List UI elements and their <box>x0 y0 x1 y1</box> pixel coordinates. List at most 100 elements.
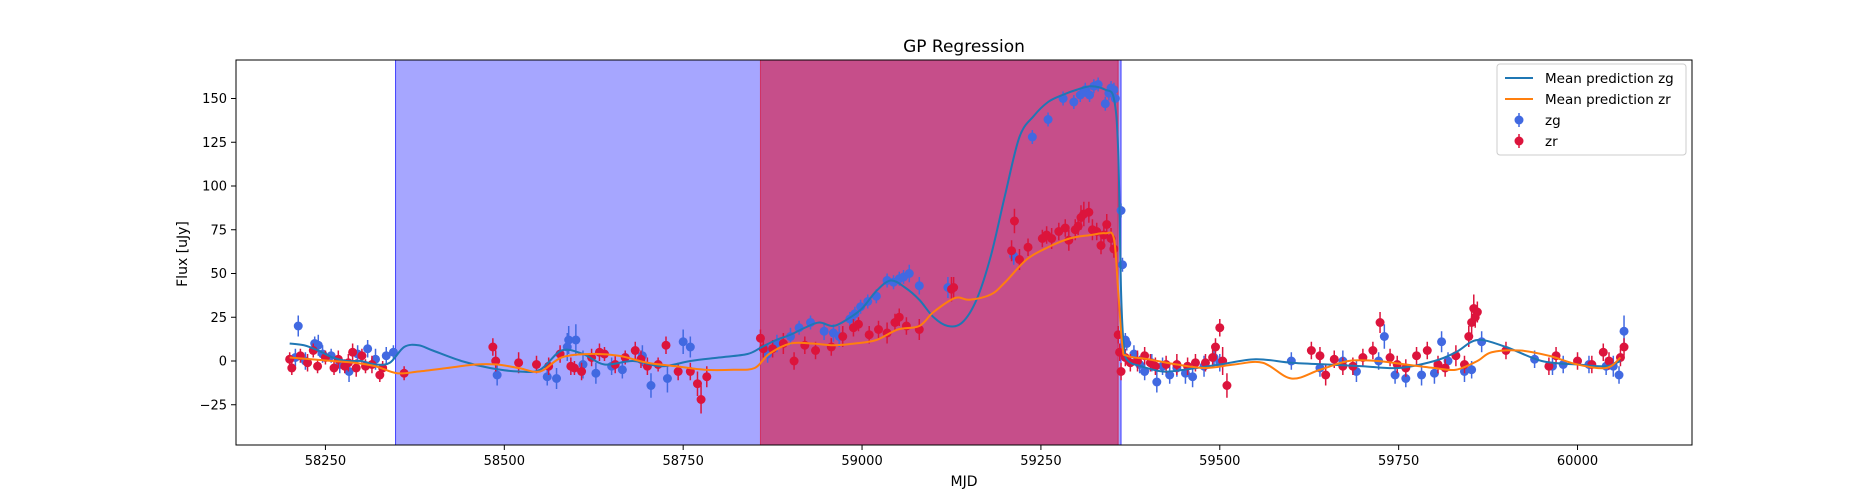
point-zg <box>819 326 829 336</box>
point-zr <box>1329 354 1339 364</box>
point-zg <box>1188 372 1198 382</box>
point-zg <box>293 321 303 331</box>
x-tick-label: 59250 <box>1020 454 1061 469</box>
point-zr <box>826 342 836 352</box>
point-zr <box>357 351 367 361</box>
legend-label-mean-zg: Mean prediction zg <box>1545 71 1674 87</box>
point-zr <box>491 356 501 366</box>
point-zr <box>1544 361 1554 371</box>
point-zr <box>1619 342 1629 352</box>
x-tick-label: 59750 <box>1378 454 1419 469</box>
point-zg <box>564 335 574 345</box>
point-zr <box>630 346 640 355</box>
point-zr <box>661 340 671 350</box>
mean-prediction-zg-line <box>289 85 1621 374</box>
point-zg <box>1117 260 1127 270</box>
point-zg <box>685 342 695 352</box>
point-zr <box>1007 246 1017 256</box>
legend-label-zg: zg <box>1545 113 1561 129</box>
point-zr <box>1375 318 1385 327</box>
point-zr <box>692 379 702 389</box>
point-zr <box>838 332 848 341</box>
point-zg <box>552 374 562 383</box>
point-zr <box>811 346 821 355</box>
point-zg <box>1417 370 1427 380</box>
point-zr <box>1023 242 1033 252</box>
point-zg <box>571 335 581 345</box>
legend-label-mean-zr: Mean prediction zr <box>1545 92 1671 108</box>
point-zr <box>1412 351 1422 361</box>
mean-prediction-zr-line <box>289 231 1622 380</box>
x-tick-label: 59000 <box>841 454 882 469</box>
point-zr <box>285 354 295 364</box>
point-zg <box>617 365 627 375</box>
point-zg <box>578 360 588 369</box>
point-zg <box>1043 115 1053 124</box>
point-zg <box>1165 370 1175 380</box>
point-zg <box>662 374 672 383</box>
point-zr <box>488 342 498 352</box>
point-zg <box>1286 356 1296 366</box>
point-zr <box>1060 223 1070 233</box>
point-zg <box>363 344 373 354</box>
legend: Mean prediction zg Mean prediction zr zg… <box>1496 63 1687 156</box>
point-zr <box>1222 381 1232 390</box>
point-zg <box>1379 332 1389 341</box>
point-zr <box>1598 347 1608 357</box>
point-zr <box>1321 370 1331 380</box>
point-zg <box>1109 85 1119 95</box>
point-zg <box>492 370 502 380</box>
point-zg <box>1437 337 1447 347</box>
plot-frame <box>235 59 1693 446</box>
point-zr <box>313 361 323 371</box>
x-tick-label: 60000 <box>1557 454 1598 469</box>
shaded-regions <box>395 59 1122 446</box>
y-tick-label: −25 <box>200 398 227 413</box>
x-tick-label: 58500 <box>484 454 525 469</box>
point-zr <box>1009 216 1019 226</box>
point-zr <box>894 312 904 322</box>
x-tick-label: 58250 <box>305 454 346 469</box>
point-zg <box>1116 206 1126 215</box>
x-tick-label: 59500 <box>1199 454 1240 469</box>
point-zr <box>351 363 361 373</box>
shaded-region-zr <box>759 59 1119 446</box>
point-zr <box>853 319 863 329</box>
y-tick-label: 50 <box>210 267 227 282</box>
point-zr <box>1385 353 1395 362</box>
point-zg <box>678 337 688 347</box>
point-zg <box>1069 97 1079 107</box>
y-tick-label: 75 <box>210 223 227 238</box>
point-zg <box>388 347 398 357</box>
point-zr <box>532 360 542 369</box>
point-zr <box>1433 360 1443 369</box>
point-zr <box>1315 351 1325 361</box>
point-zg <box>1152 377 1162 387</box>
point-zr <box>569 363 579 373</box>
point-zg <box>1140 367 1150 376</box>
point-zr <box>1109 244 1119 254</box>
point-zr <box>1190 358 1200 368</box>
point-zr <box>1604 356 1614 366</box>
point-zr <box>303 358 313 368</box>
point-zr <box>1116 367 1126 376</box>
point-zg <box>1027 132 1037 142</box>
point-zr <box>1472 307 1482 317</box>
point-zg <box>1467 365 1477 375</box>
point-zg <box>1429 368 1439 378</box>
legend-swatch-zg <box>1514 115 1524 125</box>
point-zr <box>1440 363 1450 373</box>
point-zr <box>874 325 884 334</box>
point-zr <box>1047 234 1057 243</box>
point-zr <box>348 347 358 357</box>
point-zr <box>673 367 683 376</box>
point-zg <box>1390 370 1400 380</box>
axes: 58250 58500 58750 59000 59250 59500 59750 60000… <box>200 59 1693 469</box>
point-zg <box>914 281 924 291</box>
x-axis-label: MJD <box>951 474 978 490</box>
point-zr <box>949 283 959 292</box>
point-zr <box>864 330 874 340</box>
chart-title: GP Regression <box>903 37 1025 57</box>
point-zr <box>1422 346 1432 355</box>
